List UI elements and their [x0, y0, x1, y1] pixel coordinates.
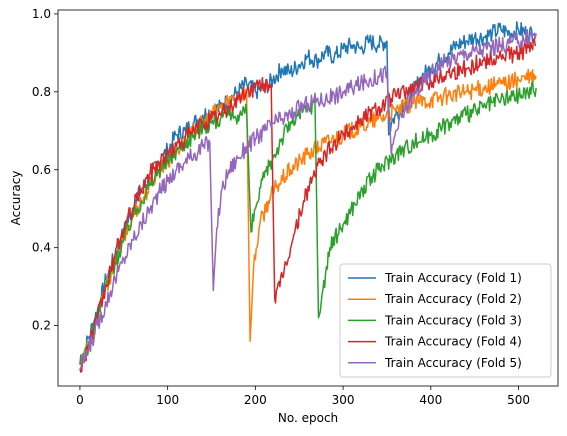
series-line-fold-5 [79, 29, 537, 370]
x-axis: 0 100 200 300 400 500 [76, 386, 530, 407]
legend-entry: Train Accuracy (Fold 2) [384, 292, 522, 306]
x-tick-label: 400 [419, 393, 442, 407]
legend-box [339, 263, 552, 378]
y-tick-label: 0.6 [32, 163, 51, 177]
legend-entry: Train Accuracy (Fold 4) [384, 335, 522, 349]
legend-entry: Train Accuracy (Fold 5) [384, 356, 522, 370]
y-tick-label: 0.2 [32, 319, 51, 333]
plot-area [79, 21, 537, 373]
x-tick-label: 100 [156, 393, 179, 407]
x-tick-label: 0 [76, 393, 84, 407]
y-tick-label: 0.8 [32, 85, 51, 99]
x-tick-label: 500 [507, 393, 530, 407]
y-axis: 0.2 0.4 0.6 0.8 1.0 [32, 7, 58, 333]
legend-entry: Train Accuracy (Fold 1) [384, 271, 522, 285]
legend-entry: Train Accuracy (Fold 3) [384, 313, 522, 327]
legend: Train Accuracy (Fold 1) Train Accuracy (F… [339, 263, 552, 378]
y-tick-label: 0.4 [32, 241, 51, 255]
axes-frame [57, 9, 559, 387]
y-axis-label: Accuracy [9, 171, 23, 226]
y-tick-label: 1.0 [32, 7, 51, 21]
x-tick-label: 300 [332, 393, 355, 407]
x-axis-label: No. epoch [278, 411, 338, 425]
x-tick-label: 200 [244, 393, 267, 407]
series-line-fold-4 [79, 38, 537, 373]
